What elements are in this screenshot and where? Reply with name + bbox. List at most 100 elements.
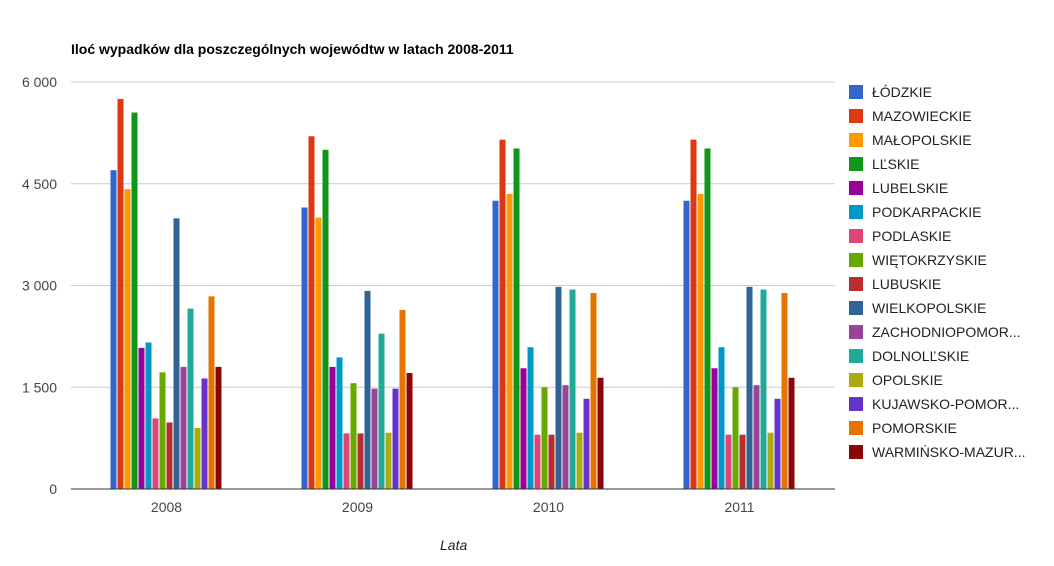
bar	[208, 296, 215, 489]
legend-swatch	[849, 421, 863, 435]
bar	[138, 347, 145, 489]
legend-swatch	[849, 133, 863, 147]
legend-label: WIELKOPOLSKIE	[872, 300, 987, 316]
x-axis-label: Lata	[440, 537, 468, 553]
y-tick-label: 1 500	[22, 379, 57, 395]
bar	[301, 207, 308, 489]
bar	[308, 136, 315, 489]
legend-swatch	[849, 157, 863, 171]
legend-item: OPOLSKIE	[849, 368, 1025, 392]
bar	[364, 290, 371, 489]
bar	[513, 148, 520, 489]
bar	[399, 309, 406, 489]
bar	[336, 357, 343, 489]
x-tick-label: 2011	[724, 499, 754, 515]
bar	[774, 398, 781, 489]
y-tick-label: 0	[49, 481, 57, 497]
bar	[180, 366, 187, 489]
bar	[534, 434, 541, 489]
legend-label: POMORSKIE	[872, 420, 957, 436]
bar	[159, 372, 166, 489]
bar	[548, 434, 555, 489]
bar	[385, 432, 392, 489]
legend-label: MAZOWIECKIE	[872, 108, 972, 124]
legend-item: MAŁOPOLSKIE	[849, 128, 1025, 152]
legend-swatch	[849, 301, 863, 315]
legend-item: DOLNOLĽSKIE	[849, 344, 1025, 368]
legend-label: WIĘTOKRZYSKIE	[872, 252, 987, 268]
legend-swatch	[849, 373, 863, 387]
bar	[788, 377, 795, 489]
y-tick-label: 3 000	[22, 278, 57, 294]
x-tick-label: 2010	[533, 499, 564, 515]
legend-item: WIELKOPOLSKIE	[849, 296, 1025, 320]
bar	[378, 333, 385, 489]
legend-item: LUBELSKIE	[849, 176, 1025, 200]
legend-item: WARMIŃSKO-MAZUR...	[849, 440, 1025, 464]
legend-swatch	[849, 109, 863, 123]
bar	[215, 366, 222, 489]
legend-item: ŁÓDZKIE	[849, 80, 1025, 104]
bar	[590, 292, 597, 489]
x-tick-label: 2009	[342, 499, 373, 515]
bar	[173, 218, 180, 489]
bar	[697, 193, 704, 490]
bar	[732, 387, 739, 489]
legend-swatch	[849, 325, 863, 339]
legend-label: MAŁOPOLSKIE	[872, 132, 972, 148]
bar	[562, 385, 569, 489]
legend-label: ŁÓDZKIE	[872, 84, 932, 100]
bar	[555, 286, 562, 489]
bar	[117, 98, 124, 489]
bar	[329, 366, 336, 489]
legend-item: PODLASKIE	[849, 224, 1025, 248]
bar	[152, 418, 159, 489]
legend-label: DOLNOLĽSKIE	[872, 348, 970, 364]
chart-legend: ŁÓDZKIE MAZOWIECKIE MAŁOPOLSKIE LĽSKIE LUBEL…	[849, 80, 1025, 464]
bar	[541, 387, 548, 489]
bar	[781, 292, 788, 489]
bar	[194, 427, 201, 489]
bar	[760, 289, 767, 489]
bar	[704, 148, 711, 489]
bar	[492, 200, 499, 490]
legend-swatch	[849, 205, 863, 219]
legend-label: OPOLSKIE	[872, 372, 943, 388]
legend-item: PODKARPACKIE	[849, 200, 1025, 224]
legend-swatch	[849, 277, 863, 291]
bar	[322, 149, 329, 490]
bar	[597, 377, 604, 489]
legend-label: ZACHODNIOPOMOR...	[872, 324, 1021, 340]
legend-item: MAZOWIECKIE	[849, 104, 1025, 128]
legend-swatch	[849, 253, 863, 267]
bar	[406, 373, 413, 489]
bar	[690, 139, 697, 490]
legend-swatch	[849, 349, 863, 363]
bar	[201, 378, 208, 489]
bar	[753, 385, 760, 489]
legend-swatch	[849, 397, 863, 411]
bar	[506, 193, 513, 490]
bar	[350, 383, 357, 489]
legend-label: PODLASKIE	[872, 228, 952, 244]
legend-label: PODKARPACKIE	[872, 204, 982, 220]
legend-label: WARMIŃSKO-MAZUR...	[872, 444, 1026, 460]
legend-item: LĽSKIE	[849, 152, 1025, 176]
bar	[583, 398, 590, 489]
bar	[499, 139, 506, 490]
x-tick-label: 2008	[151, 499, 182, 515]
bar	[683, 200, 690, 490]
bar	[718, 347, 725, 489]
bar	[131, 112, 138, 490]
legend-swatch	[849, 229, 863, 243]
bar	[725, 434, 732, 489]
bar	[315, 217, 322, 489]
bar	[166, 422, 173, 489]
bar	[145, 342, 152, 489]
bar	[124, 189, 131, 489]
legend-label: LĽSKIE	[872, 156, 920, 172]
y-tick-label: 6 000	[22, 74, 57, 90]
chart-title: Iloć wypadków dla poszczególnych wojewód…	[71, 41, 514, 57]
legend-label: LUBUSKIE	[872, 276, 942, 292]
y-tick-label: 4 500	[22, 176, 57, 192]
